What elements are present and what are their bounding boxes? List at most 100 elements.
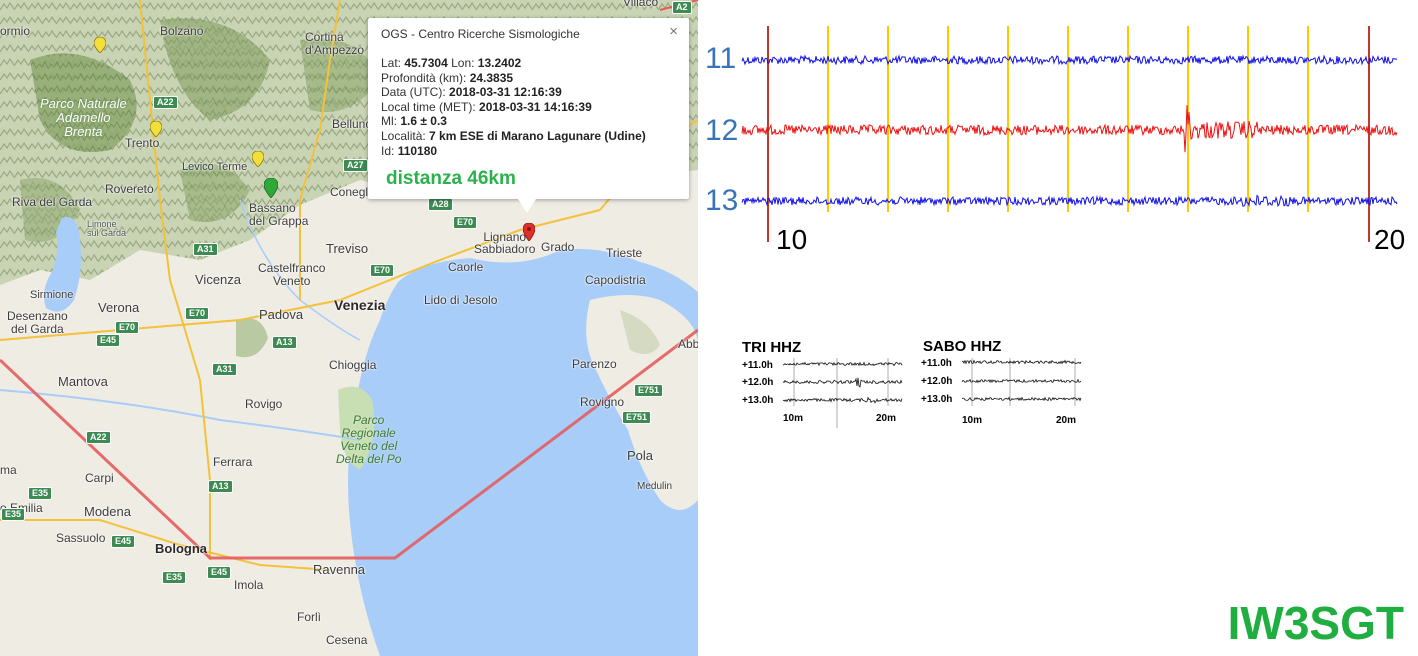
channel-label: 12 bbox=[705, 114, 739, 147]
mini-row-label: +12.0h bbox=[921, 376, 953, 387]
mini-row-label: +11.0h bbox=[742, 360, 773, 371]
channel-trace bbox=[741, 105, 1398, 153]
channel-trace bbox=[741, 54, 1398, 66]
mini-trace bbox=[961, 396, 1082, 402]
place-trieste: Trieste bbox=[606, 246, 643, 260]
place-abbazia: Abb bbox=[678, 337, 698, 351]
road-shield: E751 bbox=[634, 384, 664, 397]
place-padova: Padova bbox=[259, 307, 304, 322]
road-shield: A31 bbox=[193, 243, 218, 256]
place-imola: Imola bbox=[234, 578, 264, 592]
green-marker-icon[interactable] bbox=[264, 178, 278, 198]
mini-row-label: +13.0h bbox=[921, 394, 953, 405]
popup-details: Lat: 45.7304 Lon: 13.2402 Profondità (km… bbox=[381, 56, 646, 158]
mini-tick-label: 10m bbox=[962, 415, 983, 426]
place-treviso: Treviso bbox=[326, 241, 369, 256]
place-limone: Limone sul Garda bbox=[87, 219, 127, 238]
place-lido-jesolo: Lido di Jesolo bbox=[424, 293, 498, 307]
channel-label: 13 bbox=[705, 184, 739, 217]
mini-tick-label: 20m bbox=[1056, 415, 1077, 426]
road-shield: E70 bbox=[453, 216, 478, 229]
close-icon[interactable]: × bbox=[669, 23, 678, 40]
channel-label: 11 bbox=[705, 42, 737, 75]
place-mantova: Mantova bbox=[58, 374, 108, 389]
road-shield: A28 bbox=[428, 198, 453, 211]
callsign-logo: IW3SGT bbox=[1227, 597, 1404, 649]
popup-row-depth: Profondità (km): 24.3835 bbox=[381, 70, 514, 85]
place-trento: Trento bbox=[125, 136, 160, 150]
seismogram-panel: 11 12 13 10 20 TRI HHZ +11.0h +12.0h +13… bbox=[700, 0, 1418, 656]
place-parenzo: Parenzo bbox=[572, 357, 617, 371]
place-forli: Forlì bbox=[297, 610, 321, 624]
mini-tick-label: 20m bbox=[876, 413, 897, 424]
mini-trace bbox=[782, 361, 903, 367]
road-shield: A31 bbox=[212, 363, 237, 376]
mini-row-label: +12.0h bbox=[742, 377, 774, 388]
place-ferrara: Ferrara bbox=[213, 455, 253, 469]
road-shield: A27 bbox=[343, 159, 368, 172]
place-belluno: Belluno bbox=[332, 117, 373, 131]
park-delta-po: Parco Regionale Veneto del Delta del Po bbox=[336, 413, 402, 466]
mini-tick-label: 10m bbox=[783, 413, 804, 424]
place-sassuolo: Sassuolo bbox=[56, 531, 106, 545]
yellow-marker-icon[interactable] bbox=[94, 37, 106, 53]
place-sirmione: Sirmione bbox=[30, 289, 74, 301]
popup-title: OGS - Centro Ricerche Sismologiche bbox=[381, 27, 580, 41]
place-villaco: Villaco bbox=[623, 0, 659, 9]
popup-row-local: Local time (MET): 2018-03-31 14:16:39 bbox=[381, 99, 592, 114]
place-bassano: Bassano del Grappa bbox=[249, 201, 309, 228]
mini-trace bbox=[782, 396, 903, 404]
road-shield: E45 bbox=[111, 535, 136, 548]
popup-row-utc: Data (UTC): 2018-03-31 12:16:39 bbox=[381, 85, 562, 100]
place-riva: Riva del Garda bbox=[12, 195, 93, 209]
time-tick-label: 10 bbox=[776, 224, 808, 255]
place-rovigo: Rovigo bbox=[245, 397, 283, 411]
station-title: TRI HHZ bbox=[742, 339, 802, 356]
seismogram-traces bbox=[741, 26, 1398, 242]
place-bolzano: Bolzano bbox=[160, 24, 204, 38]
road-shield: A22 bbox=[86, 431, 111, 444]
place-modena: Modena bbox=[84, 504, 131, 519]
mini-plot-traces bbox=[782, 358, 1082, 428]
place-rovigno: Rovigno bbox=[580, 395, 625, 409]
place-carpi: Carpi bbox=[85, 471, 114, 485]
popup-row-latlon: Lat: 45.7304 Lon: 13.2402 bbox=[381, 56, 522, 70]
place-lignano: Lignano Sabbiadoro bbox=[474, 230, 536, 256]
place-chioggia: Chioggia bbox=[329, 358, 377, 372]
road-shield: E70 bbox=[370, 264, 395, 277]
road-shield: E35 bbox=[162, 571, 187, 584]
road-shield: E45 bbox=[96, 334, 121, 347]
road-shield: A13 bbox=[208, 480, 233, 493]
place-capodistria: Capodistria bbox=[585, 273, 646, 287]
road-shield: E70 bbox=[185, 307, 210, 320]
place-ormio: ormio bbox=[0, 24, 31, 38]
place-venezia: Venezia bbox=[334, 297, 386, 313]
place-castelfranco: Castelfranco Veneto bbox=[258, 261, 326, 288]
place-cortina: Cortina d'Ampezzo bbox=[305, 30, 364, 57]
yellow-marker-icon[interactable] bbox=[150, 121, 162, 137]
road-shield: E751 bbox=[622, 411, 652, 424]
road-shield: E35 bbox=[1, 508, 26, 521]
road-shield: A22 bbox=[153, 96, 178, 109]
road-shield: E35 bbox=[28, 487, 53, 500]
place-conegliano: Conegli bbox=[330, 185, 371, 199]
mini-trace bbox=[961, 378, 1082, 384]
time-tick-label: 20 bbox=[1374, 224, 1406, 255]
channel-trace bbox=[741, 194, 1398, 208]
place-bologna: Bologna bbox=[155, 541, 207, 556]
red-marker-icon[interactable] bbox=[523, 223, 535, 241]
yellow-marker-icon[interactable] bbox=[252, 151, 264, 167]
road-shield: E45 bbox=[207, 566, 232, 579]
place-pola: Pola bbox=[627, 448, 654, 463]
place-verona: Verona bbox=[98, 300, 140, 315]
road-shield: E70 bbox=[115, 321, 140, 334]
mini-trace bbox=[782, 377, 903, 388]
mini-row-label: +13.0h bbox=[742, 395, 774, 406]
map-view[interactable]: Bolzano Cortina d'Ampezzo Villaco ormio … bbox=[0, 0, 698, 656]
place-levico: Levico Terme bbox=[182, 161, 248, 173]
place-rovereto: Rovereto bbox=[105, 182, 154, 196]
place-caorle: Caorle bbox=[448, 260, 484, 274]
earthquake-info-popup: OGS - Centro Ricerche Sismologiche × Lat… bbox=[368, 18, 689, 213]
popup-row-magnitude: Ml: 1.6 ± 0.3 bbox=[381, 114, 447, 129]
road-shield: A2 bbox=[672, 1, 692, 14]
